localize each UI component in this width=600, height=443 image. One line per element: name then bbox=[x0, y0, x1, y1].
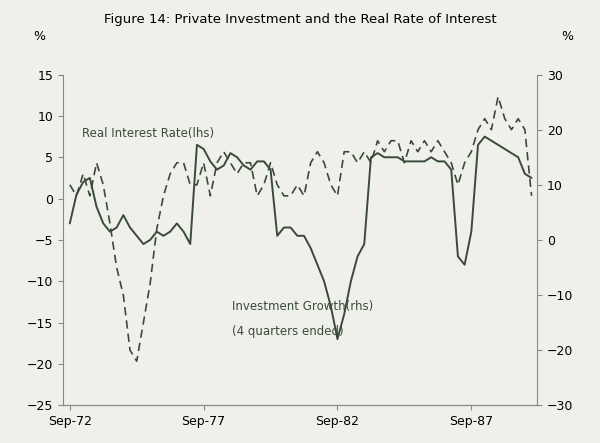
Text: Figure 14: Private Investment and the Real Rate of Interest: Figure 14: Private Investment and the Re… bbox=[104, 13, 496, 26]
Text: %: % bbox=[561, 30, 573, 43]
Text: Investment Growth(rhs): Investment Growth(rhs) bbox=[232, 300, 373, 313]
Text: %: % bbox=[33, 30, 45, 43]
Text: (4 quarters ended): (4 quarters ended) bbox=[232, 325, 343, 338]
Text: Real Interest Rate(lhs): Real Interest Rate(lhs) bbox=[82, 127, 214, 140]
